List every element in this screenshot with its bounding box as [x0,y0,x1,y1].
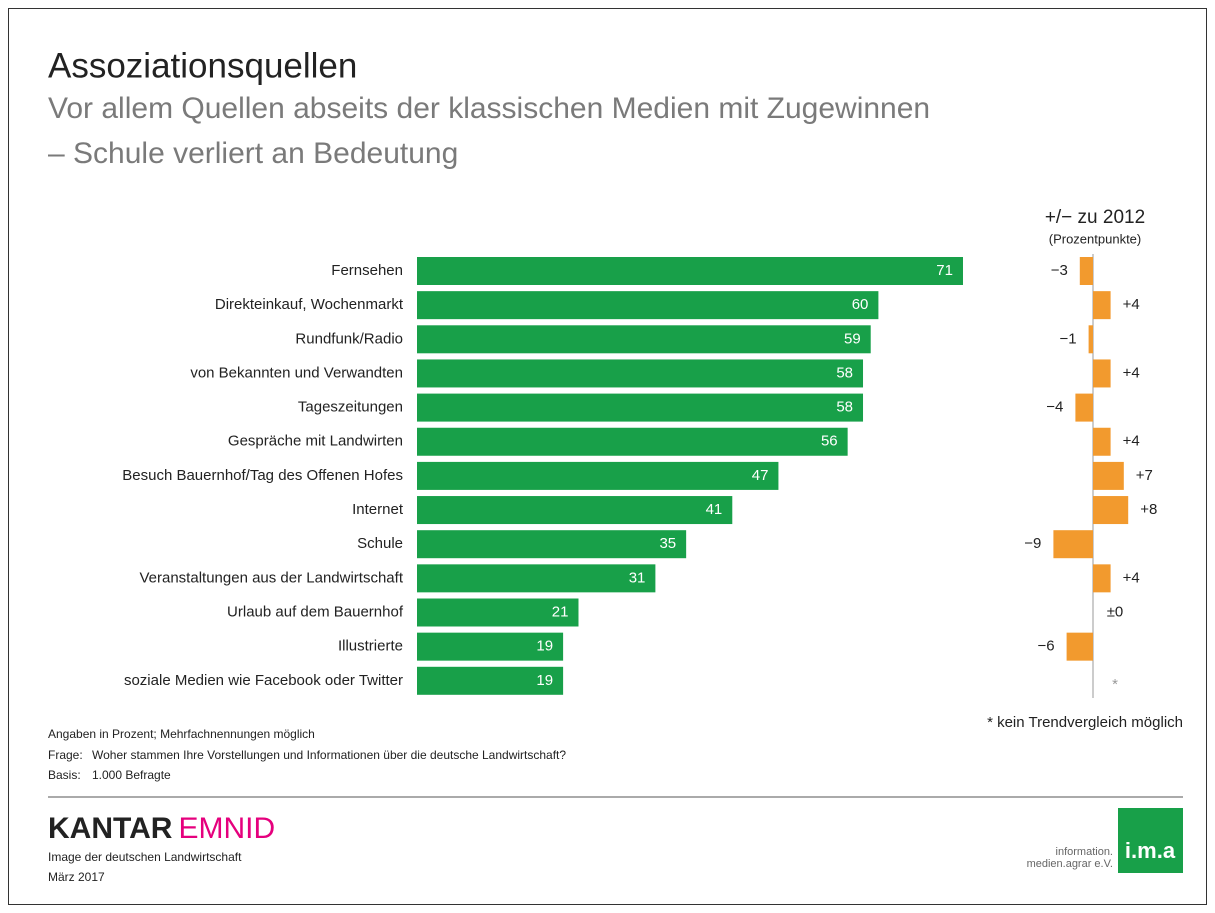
category-label: Tageszeitungen [298,399,403,416]
change-label: −9 [1024,535,1041,552]
logo-box [1118,808,1183,873]
logo-text: medien.agrar e.V. [1027,858,1113,870]
note: 1.000 Befragte [92,768,171,782]
change-label: −1 [1059,330,1076,347]
subtitle: – Schule verliert an Bedeutung [48,137,458,170]
note: Woher stammen Ihre Vorstellungen und Inf… [92,748,566,762]
change-label: +8 [1140,501,1157,518]
change-title: +/− zu 2012 [1045,207,1145,228]
change-bar [1066,632,1093,661]
note: Angaben in Prozent; Mehrfachnennungen mö… [48,727,315,741]
title: Assoziationsquellen [48,46,357,85]
frame [8,8,1207,905]
change-bar [1093,359,1111,388]
change-label: −3 [1051,262,1068,279]
change-bar [1075,393,1093,422]
category-label: Gespräche mit Landwirten [228,433,403,450]
category-label: Schule [357,535,403,552]
change-label: +4 [1123,296,1140,313]
category-label: Besuch Bauernhof/Tag des Offenen Hofes [122,467,403,484]
bar [417,427,848,456]
category-label: Rundfunk/Radio [295,330,403,347]
change-bar [1088,325,1093,354]
change-label: +7 [1136,467,1153,484]
date: März 2017 [48,870,105,884]
change-label: −4 [1046,399,1063,416]
bar [417,632,564,661]
logo-text: information. [1056,846,1113,858]
note: Frage: [48,748,83,762]
value-label: 60 [852,296,869,313]
category-label: Internet [352,501,404,518]
change-bar [1053,530,1093,559]
value-label: 19 [536,638,553,655]
category-label: Urlaub auf dem Bauernhof [227,603,404,620]
change-bar [1093,564,1111,593]
subtitle: Vor allem Quellen abseits der klassische… [48,92,930,125]
value-label: 58 [836,364,853,381]
bar [417,325,871,354]
value-label: 35 [659,535,676,552]
value-label: 59 [844,330,861,347]
change-bar [1093,427,1111,456]
change-subtitle: (Prozentpunkte) [1049,231,1142,246]
change-bar [1093,461,1124,490]
category-label: Direkteinkauf, Wochenmarkt [215,296,404,313]
bar [417,257,963,285]
bar [417,359,864,388]
change-label: −6 [1037,638,1054,655]
change-bar [1093,496,1129,525]
logo: i.m.a [1125,838,1176,863]
bar [417,666,564,695]
bar [417,564,656,593]
change-label: +4 [1123,433,1140,450]
note: Basis: [48,768,81,782]
change-bar [1079,257,1093,285]
bar [417,393,864,422]
footnote: * kein Trendvergleich möglich [987,714,1183,731]
bar [417,496,733,525]
category-label: von Bekannten und Verwandten [190,364,403,381]
change-label: +4 [1123,364,1140,381]
value-label: 21 [552,603,569,620]
study: Image der deutschen Landwirtschaft [48,850,242,864]
category-label: soziale Medien wie Facebook oder Twitter [124,672,403,689]
value-label: 71 [936,262,953,279]
brand-1: KANTAR [48,812,173,845]
brand-2: EMNID [178,812,275,845]
value-label: 47 [752,467,769,484]
brand: KANTAR EMNID [48,812,275,845]
category-label: Illustrierte [338,638,403,655]
change-bar [1093,291,1111,320]
value-label: 56 [821,433,838,450]
value-label: 58 [836,399,853,416]
bar [417,598,579,627]
bar [417,461,779,490]
change-label: +4 [1123,569,1140,586]
value-label: 19 [536,672,553,689]
category-label: Fernsehen [331,262,403,279]
value-label: 31 [629,569,646,586]
category-label: Veranstaltungen aus der Landwirtschaft [139,569,403,586]
bar [417,530,687,559]
bar [417,291,879,320]
value-label: 41 [706,501,723,518]
change-label: * [1112,676,1118,693]
change-label: ±0 [1107,603,1124,620]
